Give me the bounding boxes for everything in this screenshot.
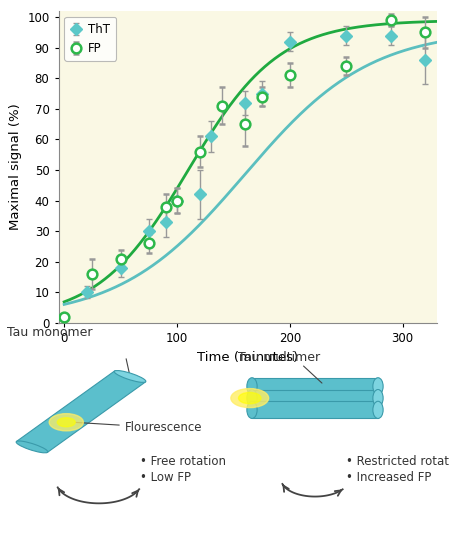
X-axis label: Time (minutes): Time (minutes) (197, 351, 298, 364)
Ellipse shape (373, 390, 383, 407)
Text: Tau multimer: Tau multimer (238, 351, 320, 364)
Polygon shape (252, 378, 378, 395)
Text: • Increased FP: • Increased FP (346, 471, 432, 484)
Circle shape (49, 413, 83, 431)
Y-axis label: Maximal signal (%): Maximal signal (%) (9, 104, 22, 230)
Circle shape (231, 389, 269, 407)
Ellipse shape (373, 378, 383, 395)
Ellipse shape (16, 441, 48, 453)
Polygon shape (252, 401, 378, 418)
Legend: ThT, FP: ThT, FP (64, 17, 116, 61)
Circle shape (57, 418, 75, 427)
Ellipse shape (247, 401, 257, 418)
Polygon shape (17, 371, 145, 452)
Text: • Free rotation: • Free rotation (140, 455, 225, 468)
Text: Flourescence: Flourescence (76, 421, 202, 434)
Ellipse shape (373, 401, 383, 418)
Circle shape (238, 392, 261, 404)
Polygon shape (252, 390, 378, 407)
Text: • Restricted rotation: • Restricted rotation (346, 455, 450, 468)
Ellipse shape (114, 370, 146, 383)
Text: • Low FP: • Low FP (140, 471, 190, 484)
Text: Tau monomer: Tau monomer (7, 326, 92, 339)
Ellipse shape (247, 378, 257, 395)
Ellipse shape (247, 390, 257, 407)
